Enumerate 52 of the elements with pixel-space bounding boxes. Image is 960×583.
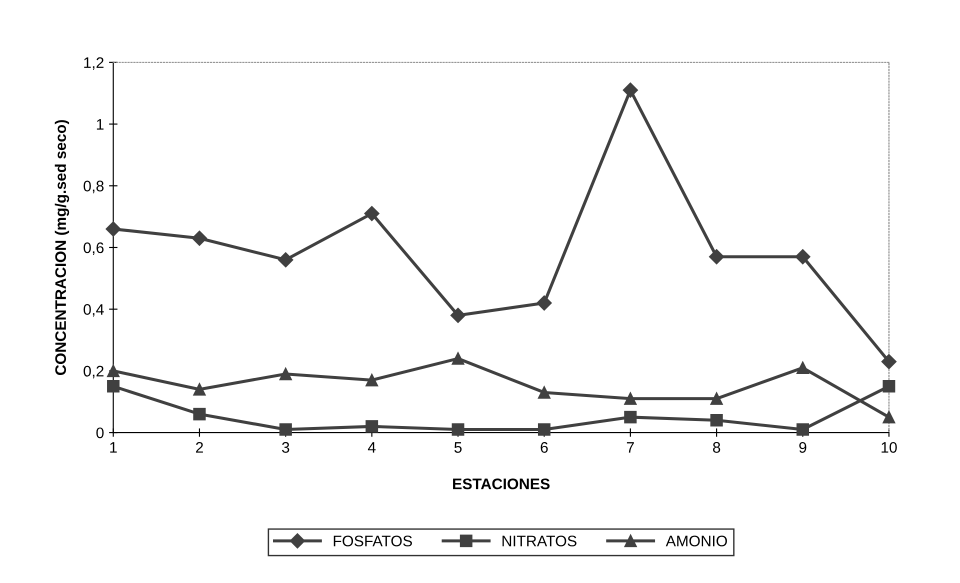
point [795,249,810,264]
x-axis-title: ESTACIONES [453,478,550,490]
point [279,368,292,380]
point [452,352,464,365]
point [452,423,464,436]
y-tick-label: 0,8 [84,180,104,194]
point [536,295,552,311]
point [366,374,378,386]
y-tick-label: 0,6 [84,242,104,255]
x-tick-label: 3 [282,442,290,453]
y-tick-label: 1,2 [84,57,104,70]
point [450,308,466,323]
x-tick-label: 2 [196,442,203,453]
y-tick-label: 0 [96,427,104,438]
y-tick-label: 0,4 [84,304,104,317]
point [710,392,723,405]
x-tick-label: 7 [626,442,634,453]
point [279,423,292,436]
point [193,383,206,396]
point [366,420,378,433]
y-tick-label: 1 [96,119,104,130]
point [622,82,638,98]
x-tick-label: 5 [454,442,462,453]
point [624,392,637,405]
legend-label: NITRATOS [502,536,576,546]
point [278,252,294,268]
legend-label: FOSFATOS [334,536,412,546]
point [881,354,897,370]
y-axis-title: CONCENTRACION (mg/g.sed seco) [54,120,70,376]
point [364,206,380,222]
point [624,410,637,424]
point [796,362,810,374]
point [709,249,724,264]
point [796,423,810,436]
point [107,364,120,378]
point [538,386,550,399]
point [538,423,550,436]
x-tick-label: 1 [110,442,117,453]
x-tick-label: 9 [799,442,806,453]
x-tick-label: 6 [540,442,548,453]
x-tick-label: 8 [713,442,720,453]
point [193,408,206,420]
point [192,230,208,246]
point [106,221,121,237]
x-tick-label: 10 [882,442,897,453]
point [107,380,120,393]
x-tick-label: 4 [368,442,376,453]
point [882,410,896,424]
y-tick-label: 0,2 [84,366,104,378]
point [882,380,896,393]
legend-label: AMONIO [666,536,727,546]
point [710,414,723,426]
